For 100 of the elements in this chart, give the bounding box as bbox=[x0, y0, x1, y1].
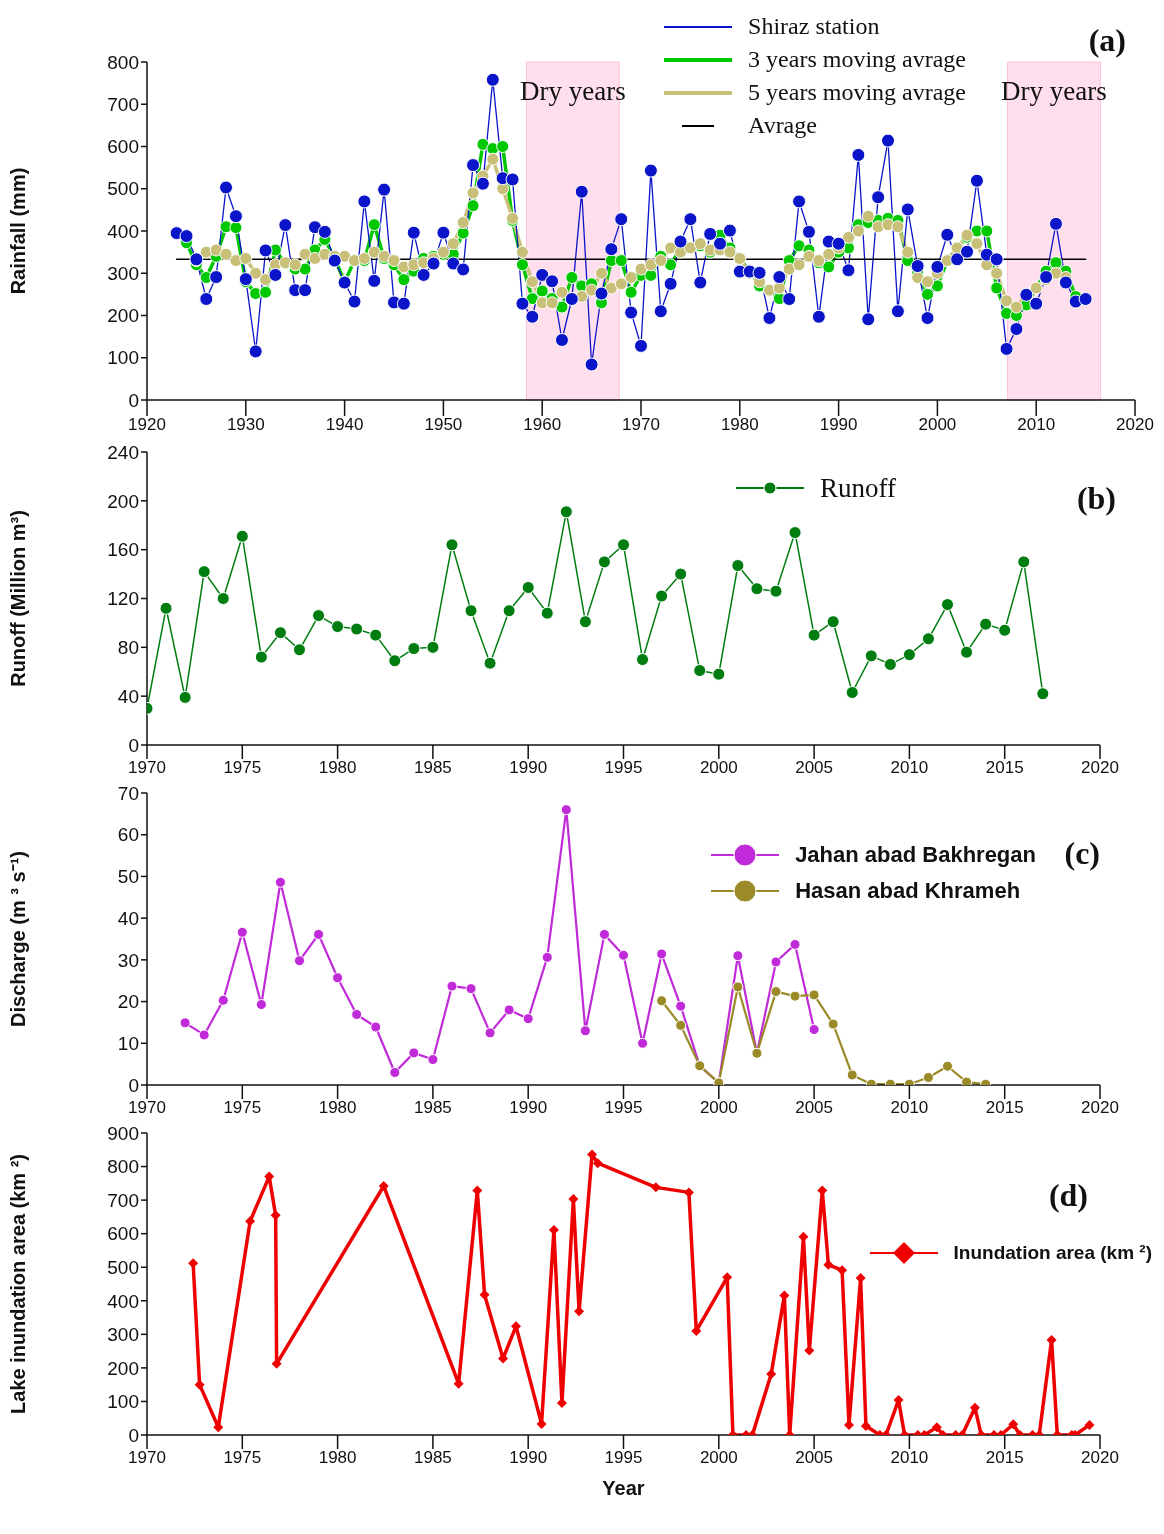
x-tick-label: 1930 bbox=[226, 415, 265, 435]
point bbox=[731, 559, 745, 573]
point bbox=[864, 649, 878, 663]
x-tick-label: 2020 bbox=[1081, 1448, 1119, 1468]
point bbox=[656, 948, 668, 960]
point bbox=[426, 640, 440, 654]
point bbox=[292, 643, 306, 657]
annotation: (c) bbox=[1064, 835, 1100, 872]
point bbox=[179, 1017, 191, 1029]
point bbox=[1036, 687, 1050, 701]
legend-label: Avrage bbox=[748, 112, 817, 139]
legend-label: Shiraz station bbox=[748, 13, 880, 40]
point bbox=[236, 926, 248, 938]
x-tick-label: 1940 bbox=[325, 415, 364, 435]
y-tick-label: 100 bbox=[107, 347, 139, 369]
point bbox=[521, 581, 535, 595]
legend-label: Jahan abad Bakhregan bbox=[795, 842, 1036, 868]
annotation: (b) bbox=[1076, 480, 1116, 517]
point bbox=[579, 1025, 591, 1037]
x-tick-label: 1920 bbox=[128, 415, 166, 435]
point bbox=[902, 648, 916, 662]
point bbox=[655, 589, 669, 603]
y-tick-label: 800 bbox=[107, 51, 139, 73]
legend-label: Hasan abad Khrameh bbox=[795, 878, 1021, 904]
point bbox=[408, 1047, 420, 1059]
y-tick-label: 0 bbox=[128, 1074, 139, 1096]
x-tick-label: 1995 bbox=[604, 1448, 643, 1468]
band-label: Dry years bbox=[519, 76, 626, 106]
x-tick-label: 1960 bbox=[523, 415, 562, 435]
legend-label: 5 years moving avrage bbox=[748, 79, 966, 106]
x-tick-label: 2005 bbox=[795, 1448, 834, 1468]
point bbox=[675, 1000, 687, 1012]
point bbox=[883, 657, 897, 671]
point bbox=[732, 981, 744, 993]
point bbox=[217, 994, 229, 1006]
point bbox=[235, 529, 249, 543]
y-tick-label: 200 bbox=[107, 1357, 139, 1379]
x-tick-label: 2000 bbox=[918, 415, 957, 435]
point bbox=[788, 526, 802, 540]
y-tick-label: 200 bbox=[107, 305, 139, 327]
point bbox=[770, 956, 782, 968]
x-tick-label: 2015 bbox=[985, 1448, 1024, 1468]
y-tick-label: 70 bbox=[117, 782, 139, 804]
x-tick-label: 1970 bbox=[622, 415, 660, 435]
y-tick-label: 40 bbox=[117, 685, 139, 707]
x-tick-label: 2010 bbox=[890, 1098, 929, 1118]
x-tick-label: 1970 bbox=[128, 1098, 166, 1118]
point bbox=[273, 626, 287, 640]
point bbox=[998, 623, 1012, 637]
point bbox=[427, 1054, 439, 1066]
point bbox=[1017, 555, 1031, 569]
point bbox=[656, 995, 668, 1007]
point bbox=[732, 950, 744, 962]
y-tick-label: 0 bbox=[128, 389, 139, 411]
point bbox=[369, 628, 383, 642]
x-tick-label: 2000 bbox=[699, 758, 738, 778]
point bbox=[159, 601, 173, 615]
y-tick-label: 300 bbox=[107, 262, 139, 284]
x-tick-label: 1950 bbox=[424, 415, 463, 435]
y-tick-label: 120 bbox=[107, 588, 139, 610]
point bbox=[502, 604, 516, 618]
y-tick-label: 500 bbox=[107, 178, 139, 200]
x-tick-label: 1990 bbox=[509, 1448, 548, 1468]
point bbox=[503, 1004, 515, 1016]
point bbox=[313, 928, 325, 940]
point bbox=[750, 582, 764, 596]
y-tick-label: 300 bbox=[107, 1324, 139, 1346]
y-tick-label: 500 bbox=[107, 1256, 139, 1278]
point bbox=[789, 990, 801, 1002]
x-axis-title: Year bbox=[602, 1477, 645, 1499]
point bbox=[769, 584, 783, 598]
x-tick-label: 2000 bbox=[699, 1448, 738, 1468]
y-tick-label: 30 bbox=[117, 949, 139, 971]
y-tick-label: 400 bbox=[107, 220, 139, 242]
point bbox=[598, 928, 610, 940]
point bbox=[921, 632, 935, 646]
point bbox=[331, 620, 345, 634]
point bbox=[274, 876, 286, 888]
point bbox=[770, 986, 782, 998]
y-tick-label: 200 bbox=[107, 490, 139, 512]
y-tick-label: 160 bbox=[107, 539, 139, 561]
x-tick-label: 2020 bbox=[1116, 415, 1154, 435]
point bbox=[351, 1009, 363, 1020]
point bbox=[942, 1060, 954, 1072]
point bbox=[693, 664, 707, 678]
point bbox=[446, 980, 458, 992]
legend-label: Runoff bbox=[819, 472, 896, 504]
y-tick-label: 10 bbox=[117, 1033, 139, 1055]
x-tick-label: 2020 bbox=[1081, 1098, 1119, 1118]
y-axis-title: Discharge (m ³ s⁻¹) bbox=[7, 851, 30, 1027]
point bbox=[255, 998, 267, 1010]
x-tick-label: 2005 bbox=[795, 1098, 834, 1118]
annotation: (d) bbox=[1048, 1177, 1088, 1214]
point bbox=[618, 949, 629, 961]
x-tick-label: 2015 bbox=[985, 758, 1024, 778]
point bbox=[578, 615, 592, 629]
x-tick-label: 1980 bbox=[318, 1098, 357, 1118]
x-tick-label: 2005 bbox=[795, 758, 834, 778]
x-tick-label: 1990 bbox=[509, 758, 548, 778]
x-tick-label: 2015 bbox=[985, 1098, 1024, 1118]
